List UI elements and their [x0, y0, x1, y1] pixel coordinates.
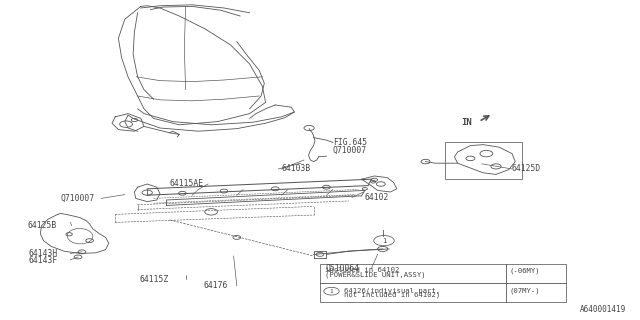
- Text: 64102: 64102: [365, 193, 389, 202]
- Bar: [445, 142, 522, 179]
- Text: 64103B: 64103B: [282, 164, 311, 173]
- Text: Q710007: Q710007: [333, 146, 367, 155]
- Text: IN: IN: [461, 118, 472, 127]
- Bar: [320, 264, 566, 302]
- Text: Q510064: Q510064: [325, 264, 359, 273]
- Text: included in 64102: included in 64102: [325, 267, 399, 273]
- Text: not included in 64102): not included in 64102): [344, 292, 440, 298]
- Text: 64126(indivisual part,: 64126(indivisual part,: [344, 287, 440, 293]
- Text: (07MY-): (07MY-): [510, 288, 541, 294]
- Text: 64125D: 64125D: [512, 164, 541, 173]
- Text: FIG.645: FIG.645: [333, 138, 367, 147]
- Text: (-06MY): (-06MY): [510, 268, 541, 274]
- Text: A640001419: A640001419: [580, 305, 626, 314]
- Text: 1: 1: [330, 289, 333, 294]
- Text: 64143H: 64143H: [29, 249, 58, 258]
- Text: 64125B: 64125B: [28, 221, 57, 230]
- Text: (POWER&SLIDE UNIT,ASSY): (POWER&SLIDE UNIT,ASSY): [325, 271, 426, 277]
- Text: 64176: 64176: [204, 281, 228, 290]
- Text: 64115Z: 64115Z: [140, 275, 169, 284]
- Text: Q710007: Q710007: [61, 194, 95, 203]
- Text: 64143F: 64143F: [29, 256, 58, 265]
- Text: 1: 1: [382, 238, 386, 244]
- Text: 64115AE: 64115AE: [170, 180, 204, 188]
